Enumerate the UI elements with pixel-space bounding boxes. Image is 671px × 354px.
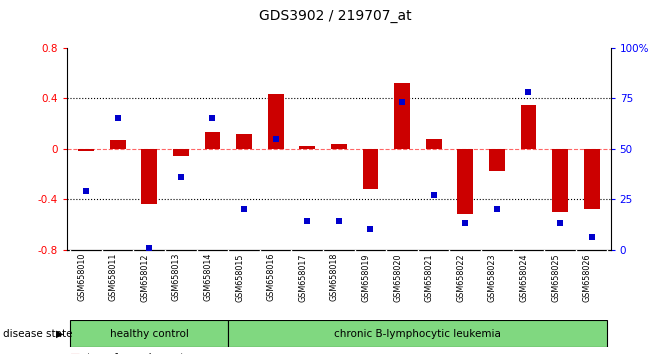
Point	[333, 218, 344, 224]
Point	[239, 206, 250, 212]
Text: GSM658020: GSM658020	[393, 253, 402, 302]
Point	[586, 235, 597, 240]
Text: GSM658012: GSM658012	[140, 253, 149, 302]
Bar	[394, 83, 410, 149]
Text: disease state: disease state	[3, 329, 73, 339]
Text: GSM658026: GSM658026	[582, 253, 592, 302]
Text: GSM658023: GSM658023	[488, 253, 497, 302]
Bar	[236, 133, 252, 149]
Point	[428, 192, 439, 198]
Text: healthy control: healthy control	[110, 329, 189, 339]
Text: GSM658021: GSM658021	[425, 253, 433, 302]
Text: GSM658013: GSM658013	[172, 253, 181, 302]
Bar	[299, 146, 315, 149]
Bar	[205, 132, 220, 149]
Text: chronic B-lymphocytic leukemia: chronic B-lymphocytic leukemia	[334, 329, 501, 339]
Point	[397, 99, 407, 105]
Point	[270, 136, 281, 142]
Text: ■: ■	[70, 353, 81, 354]
Point	[302, 218, 313, 224]
Bar	[458, 149, 473, 214]
Point	[112, 115, 123, 121]
Point	[207, 115, 218, 121]
Bar	[552, 149, 568, 212]
Bar	[362, 149, 378, 189]
Text: GSM658024: GSM658024	[519, 253, 529, 302]
Bar	[228, 320, 607, 347]
Text: GSM658018: GSM658018	[330, 253, 339, 302]
Point	[365, 227, 376, 232]
Bar	[78, 149, 94, 151]
Text: GSM658015: GSM658015	[235, 253, 244, 302]
Point	[81, 188, 91, 194]
Bar	[331, 144, 347, 149]
Text: GSM658017: GSM658017	[298, 253, 307, 302]
Text: GSM658014: GSM658014	[203, 253, 213, 302]
Text: ▶: ▶	[56, 329, 63, 339]
Point	[176, 174, 187, 180]
Bar	[489, 149, 505, 171]
Text: GSM658016: GSM658016	[266, 253, 276, 302]
Bar	[268, 95, 284, 149]
Bar	[110, 140, 125, 149]
Point	[491, 206, 502, 212]
Bar	[584, 149, 600, 209]
Bar	[173, 149, 189, 156]
Text: GSM658022: GSM658022	[456, 253, 465, 302]
Bar	[70, 320, 228, 347]
Point	[523, 89, 534, 95]
Bar	[142, 149, 157, 204]
Text: GSM658025: GSM658025	[551, 253, 560, 302]
Text: GSM658010: GSM658010	[77, 253, 86, 302]
Bar	[426, 139, 442, 149]
Text: GSM658019: GSM658019	[362, 253, 370, 302]
Bar	[521, 104, 536, 149]
Text: GDS3902 / 219707_at: GDS3902 / 219707_at	[259, 9, 412, 23]
Point	[460, 221, 470, 226]
Text: transformed count: transformed count	[87, 353, 185, 354]
Point	[555, 221, 566, 226]
Text: GSM658011: GSM658011	[109, 253, 117, 302]
Point	[144, 245, 154, 250]
